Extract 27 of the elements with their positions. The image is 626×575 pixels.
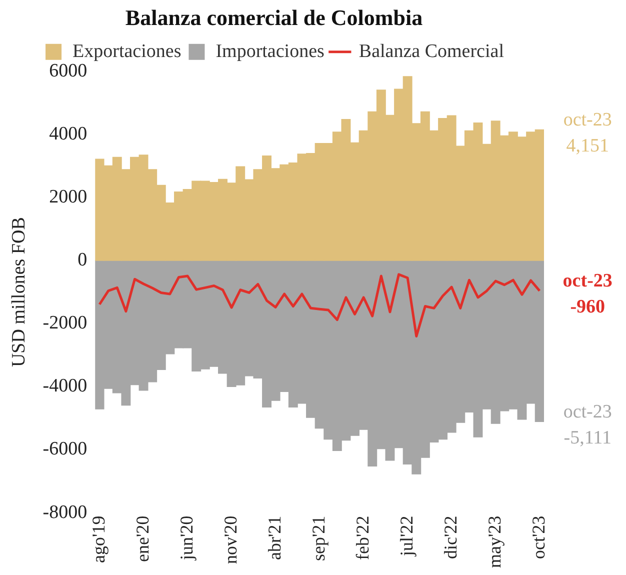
y-tick-label: 4000 bbox=[49, 123, 88, 144]
chart-title: Balanza comercial de Colombia bbox=[125, 4, 423, 30]
y-tick-label: -4000 bbox=[42, 376, 88, 397]
y-axis-title: USD millones FOB bbox=[8, 217, 30, 368]
x-tick-label: feb'22 bbox=[352, 516, 372, 560]
x-tick-label: abr'21 bbox=[264, 516, 284, 560]
annotation: oct-23 -960 bbox=[562, 270, 612, 318]
y-tick-label: 6000 bbox=[49, 60, 88, 82]
x-tick-label: sep'21 bbox=[308, 516, 328, 562]
y-tick-label: -6000 bbox=[42, 438, 88, 460]
legend-label: Exportaciones bbox=[72, 40, 182, 62]
y-tick-label: 0 bbox=[78, 250, 88, 271]
annotation: oct-23 4,151 bbox=[563, 110, 612, 157]
x-tick-label: ago'19 bbox=[88, 516, 108, 563]
x-tick-label: oct'23 bbox=[528, 516, 548, 559]
legend-label: Balanza Comercial bbox=[358, 40, 504, 62]
x-tick-label: nov'20 bbox=[220, 516, 240, 564]
annotation: oct-23 -5,111 bbox=[563, 402, 612, 449]
legend-label: Importaciones bbox=[216, 40, 324, 62]
y-tick-label: 2000 bbox=[49, 186, 88, 208]
x-tick-label: dic'22 bbox=[440, 516, 460, 559]
x-tick-label: ene'20 bbox=[132, 516, 152, 562]
y-tick-label: -8000 bbox=[42, 502, 88, 523]
x-tick-label: jul'22 bbox=[396, 516, 416, 558]
x-tick-label: may'23 bbox=[484, 516, 504, 568]
y-tick-label: -2000 bbox=[42, 312, 88, 334]
x-tick-label: jun'20 bbox=[176, 516, 196, 562]
